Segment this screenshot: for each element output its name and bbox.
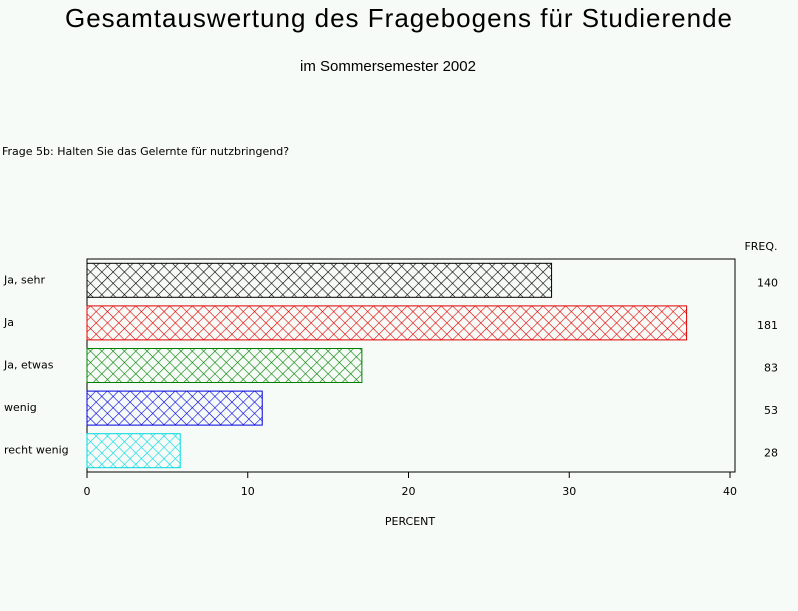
bar [86,390,263,426]
x-tick-label: 0 [84,485,91,498]
freq-value: 140 [757,276,778,289]
y-tick-label: wenig [4,401,37,414]
x-tick-label: 10 [241,485,255,498]
freq-value: 181 [757,319,778,332]
freq-header: FREQ. [744,240,777,253]
bar [86,348,363,383]
freq-value: 83 [764,362,778,375]
freq-value: 53 [764,404,778,417]
x-tick-label: 20 [402,485,416,498]
chart-title: Gesamtauswertung des Fragebogens für Stu… [65,3,733,33]
bar [86,433,181,469]
y-tick-label: Ja, sehr [3,273,45,286]
y-tick-label: Ja, etwas [3,359,54,372]
x-tick-label: 30 [562,485,576,498]
x-axis-label: PERCENT [385,515,436,528]
bar [86,262,553,298]
x-tick-label: 40 [723,485,737,498]
y-tick-label: recht wenig [4,444,69,457]
chart-subtitle: im Sommersemester 2002 [300,58,476,75]
y-tick-label: Ja [3,316,14,329]
question: Frage 5b: Halten Sie das Gelernte für nu… [2,145,289,158]
freq-value: 28 [764,447,778,460]
bar [86,305,688,341]
